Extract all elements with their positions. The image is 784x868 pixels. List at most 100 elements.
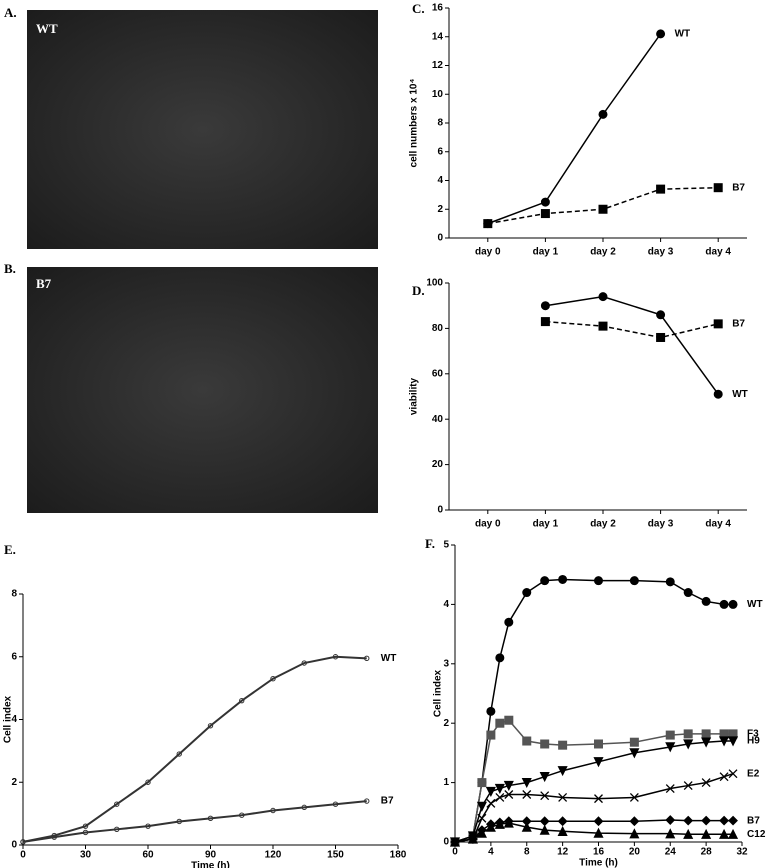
series-label: E2	[747, 768, 760, 779]
marker	[713, 183, 723, 193]
y-tick-label: 6	[437, 146, 443, 157]
y-tick-label: 4	[11, 714, 17, 725]
marker	[656, 332, 666, 342]
x-tick-label: day 0	[475, 247, 501, 258]
x-tick-label: 28	[701, 847, 713, 858]
marker	[504, 617, 514, 627]
series-line	[454, 719, 734, 843]
panel-label: F.	[425, 536, 435, 551]
marker	[594, 739, 603, 749]
marker	[665, 730, 675, 740]
series-label: WT	[747, 599, 763, 610]
x-tick-label: 0	[20, 850, 26, 861]
marker	[594, 794, 603, 804]
marker	[176, 751, 182, 757]
marker	[145, 823, 151, 829]
x-tick-label: 0	[452, 847, 458, 858]
marker	[540, 791, 550, 801]
marker	[239, 697, 245, 704]
marker	[683, 815, 694, 826]
y-tick-label: 10	[432, 89, 444, 100]
marker	[485, 786, 496, 797]
marker	[207, 723, 214, 729]
y-tick-label: 100	[426, 278, 443, 289]
x-tick-label: day 4	[705, 519, 731, 530]
y-tick-label: 3	[443, 658, 449, 669]
y-axis-label: viability	[409, 377, 420, 415]
marker	[301, 660, 307, 666]
marker	[593, 816, 604, 827]
marker	[701, 778, 711, 788]
marker	[665, 742, 676, 753]
marker	[270, 676, 276, 682]
marker	[522, 790, 532, 799]
marker	[486, 706, 496, 716]
x-tick-label: 120	[265, 850, 282, 861]
x-axis-label: Time (h)	[191, 861, 230, 868]
marker	[477, 813, 487, 823]
y-tick-label: 5	[443, 540, 449, 551]
x-tick-label: 90	[205, 850, 217, 861]
x-tick-label: day 1	[533, 519, 559, 530]
y-tick-label: 2	[437, 204, 443, 215]
marker	[727, 736, 739, 747]
x-tick-label: 12	[557, 847, 569, 858]
marker	[539, 824, 550, 835]
marker	[665, 815, 676, 825]
marker	[683, 588, 693, 598]
series-label: B7	[732, 182, 745, 193]
series-line	[454, 822, 734, 843]
y-tick-label: 6	[11, 651, 17, 662]
series-label: C12	[747, 829, 766, 840]
marker	[593, 827, 604, 838]
marker	[476, 801, 487, 812]
x-tick-label: day 3	[648, 519, 674, 530]
marker	[656, 29, 666, 39]
marker	[364, 655, 370, 662]
marker	[486, 798, 496, 808]
marker	[598, 321, 608, 331]
x-tick-label: 16	[593, 847, 605, 858]
marker	[495, 792, 505, 802]
marker	[521, 777, 532, 789]
marker	[656, 310, 666, 320]
y-tick-label: 2	[443, 718, 449, 729]
x-tick-label: 20	[629, 847, 641, 858]
series-label: WT	[675, 29, 691, 40]
marker	[540, 209, 550, 219]
y-tick-label: 2	[11, 777, 17, 788]
marker	[301, 804, 307, 811]
panel-label: A.	[4, 5, 17, 20]
marker	[719, 828, 730, 839]
marker	[82, 829, 89, 836]
panel-label: D.	[412, 283, 425, 298]
series-line	[454, 578, 734, 843]
marker	[504, 790, 514, 799]
y-tick-label: 80	[432, 323, 444, 334]
marker	[665, 828, 676, 839]
x-tick-label: 24	[665, 847, 677, 858]
x-tick-label: 60	[142, 850, 154, 861]
marker	[540, 197, 550, 207]
marker	[594, 576, 603, 586]
series-label: WT	[732, 389, 748, 400]
marker	[683, 781, 693, 791]
marker	[629, 737, 639, 747]
marker	[82, 823, 89, 829]
marker	[114, 801, 120, 807]
y-axis-label: cell numbers x 10⁴	[409, 79, 420, 168]
series-line	[454, 772, 734, 843]
marker	[270, 807, 276, 814]
x-tick-label: day 0	[475, 519, 501, 530]
marker	[503, 817, 514, 828]
y-tick-label: 20	[432, 459, 444, 470]
micrograph	[27, 10, 378, 249]
image-label: B7	[36, 276, 52, 291]
marker	[503, 780, 514, 792]
marker	[540, 317, 550, 327]
marker	[486, 730, 496, 740]
marker	[557, 766, 568, 777]
y-tick-label: 40	[432, 414, 444, 425]
marker	[364, 798, 370, 804]
